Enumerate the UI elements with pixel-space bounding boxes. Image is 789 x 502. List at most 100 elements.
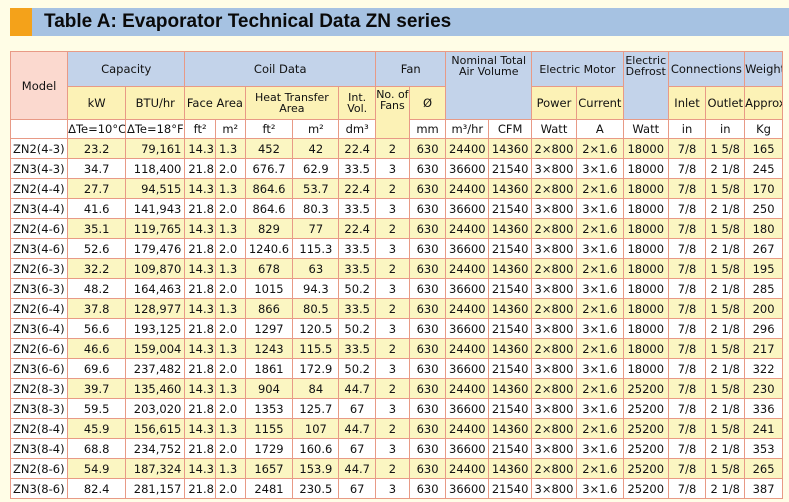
- fan-diameter-cell: 630: [408, 178, 447, 199]
- motor-power-cell: 2×800: [531, 178, 577, 199]
- model-cell: ZN3(6-6): [9, 358, 69, 379]
- kw-cell: 68.8: [67, 438, 127, 459]
- int-vol-cell: 22.4: [338, 138, 377, 159]
- inlet-cell: 7/8: [667, 358, 707, 379]
- model-cell: ZN2(6-4): [9, 298, 69, 319]
- int-vol-cell: 33.5: [338, 258, 377, 279]
- heat-area-ft2-cell: 864.6: [244, 198, 294, 219]
- fan-diameter-cell: 630: [408, 198, 447, 219]
- header-diameter: Ø: [408, 86, 447, 120]
- heat-area-m2-cell: 80.5: [292, 298, 340, 319]
- motor-power-cell: 3×800: [531, 278, 577, 299]
- outlet-cell: 1 5/8: [705, 418, 746, 439]
- inlet-cell: 7/8: [667, 418, 707, 439]
- table-body: ZN2(4-3) 23.2 79,161 14.3 1.3 452 42 22.4 2 630 24…: [9, 138, 783, 499]
- face-area-m2-cell: 2.0: [214, 278, 246, 299]
- inlet-cell: 7/8: [667, 138, 707, 159]
- motor-current-cell: 2×1.6: [575, 258, 624, 279]
- weight-cell: 180: [744, 218, 783, 239]
- evaporator-spec-table: Model Capacity Coil Data Fan Nominal Tot…: [9, 51, 783, 499]
- unit-diameter: mm: [408, 119, 447, 139]
- defrost-power-cell: 18000: [622, 238, 669, 259]
- fan-count-cell: 2: [375, 258, 410, 279]
- fan-count-cell: 2: [375, 338, 410, 359]
- title-bar: Table A: Evaporator Technical Data ZN se…: [10, 8, 789, 36]
- fan-diameter-cell: 630: [408, 338, 447, 359]
- table-row: ZN3(4-6) 52.6 179,476 21.8 2.0 1240.6 115.3 33.…: [9, 238, 783, 259]
- model-cell: ZN3(8-6): [9, 478, 69, 499]
- face-area-ft2-cell: 14.3: [184, 458, 216, 479]
- unit-inlet: in: [667, 119, 707, 139]
- face-area-ft2-cell: 21.8: [184, 318, 216, 339]
- heat-area-ft2-cell: 1297: [244, 318, 294, 339]
- model-cell: ZN2(4-3): [9, 138, 69, 159]
- outlet-cell: 2 1/8: [705, 358, 746, 379]
- defrost-power-cell: 18000: [622, 138, 669, 159]
- btuhr-cell: 237,482: [125, 358, 186, 379]
- model-cell: ZN3(6-3): [9, 278, 69, 299]
- face-area-m2-cell: 2.0: [214, 398, 246, 419]
- face-area-ft2-cell: 21.8: [184, 398, 216, 419]
- motor-power-cell: 2×800: [531, 378, 577, 399]
- face-area-m2-cell: 2.0: [214, 318, 246, 339]
- int-vol-cell: 33.5: [338, 298, 377, 319]
- motor-current-cell: 2×1.6: [575, 378, 624, 399]
- motor-current-cell: 3×1.6: [575, 358, 624, 379]
- heat-area-ft2-cell: 1243: [244, 338, 294, 359]
- kw-cell: 69.6: [67, 358, 127, 379]
- face-area-ft2-cell: 21.8: [184, 158, 216, 179]
- table-row: ZN2(4-6) 35.1 119,765 14.3 1.3 829 77 22.4 2 630 2…: [9, 218, 783, 239]
- spec-table-container: Model Capacity Coil Data Fan Nominal Tot…: [9, 51, 783, 499]
- air-volume-m3-cell: 24400: [445, 178, 490, 199]
- unit-weight: Kg: [744, 119, 783, 139]
- header-capacity: Capacity: [67, 51, 186, 87]
- table-row: ZN3(6-6) 69.6 237,482 21.8 2.0 1861 172.9 50.2 3…: [9, 358, 783, 379]
- weight-cell: 353: [744, 438, 783, 459]
- outlet-cell: 2 1/8: [705, 158, 746, 179]
- model-cell: ZN2(6-6): [9, 338, 69, 359]
- int-vol-cell: 67: [338, 438, 377, 459]
- unit-int-vol: dm³: [338, 119, 377, 139]
- air-volume-cfm-cell: 21540: [488, 438, 533, 459]
- air-volume-m3-cell: 24400: [445, 378, 490, 399]
- air-volume-cfm-cell: 14360: [488, 258, 533, 279]
- header-outlet: Outlet: [705, 86, 746, 120]
- int-vol-cell: 22.4: [338, 178, 377, 199]
- unit-btuhr: ΔTe=18°F: [125, 119, 186, 139]
- weight-cell: 195: [744, 258, 783, 279]
- face-area-ft2-cell: 21.8: [184, 278, 216, 299]
- weight-cell: 217: [744, 338, 783, 359]
- int-vol-cell: 44.7: [338, 418, 377, 439]
- motor-current-cell: 3×1.6: [575, 198, 624, 219]
- motor-power-cell: 3×800: [531, 318, 577, 339]
- unit-heat-ft2: ft²: [244, 119, 294, 139]
- weight-cell: 230: [744, 378, 783, 399]
- unit-outlet: in: [705, 119, 746, 139]
- motor-power-cell: 3×800: [531, 398, 577, 419]
- fan-diameter-cell: 630: [408, 138, 447, 159]
- defrost-power-cell: 18000: [622, 158, 669, 179]
- header-model-unit-spacer: [9, 119, 69, 139]
- inlet-cell: 7/8: [667, 378, 707, 399]
- weight-cell: 322: [744, 358, 783, 379]
- kw-cell: 34.7: [67, 158, 127, 179]
- defrost-power-cell: 18000: [622, 218, 669, 239]
- model-cell: ZN3(4-4): [9, 198, 69, 219]
- motor-power-cell: 3×800: [531, 438, 577, 459]
- air-volume-cfm-cell: 14360: [488, 458, 533, 479]
- inlet-cell: 7/8: [667, 318, 707, 339]
- heat-area-ft2-cell: 1155: [244, 418, 294, 439]
- air-volume-cfm-cell: 21540: [488, 318, 533, 339]
- motor-power-cell: 2×800: [531, 258, 577, 279]
- heat-area-m2-cell: 120.5: [292, 318, 340, 339]
- header-btuhr: BTU/hr: [125, 86, 186, 120]
- model-cell: ZN2(4-6): [9, 218, 69, 239]
- btuhr-cell: 164,463: [125, 278, 186, 299]
- fan-diameter-cell: 630: [408, 278, 447, 299]
- face-area-m2-cell: 2.0: [214, 438, 246, 459]
- table-row: ZN2(4-4) 27.7 94,515 14.3 1.3 864.6 53.7 22.4 2 6…: [9, 178, 783, 199]
- header-heat-transfer-area: Heat Transfer Area: [244, 86, 340, 120]
- heat-area-ft2-cell: 676.7: [244, 158, 294, 179]
- inlet-cell: 7/8: [667, 298, 707, 319]
- outlet-cell: 1 5/8: [705, 218, 746, 239]
